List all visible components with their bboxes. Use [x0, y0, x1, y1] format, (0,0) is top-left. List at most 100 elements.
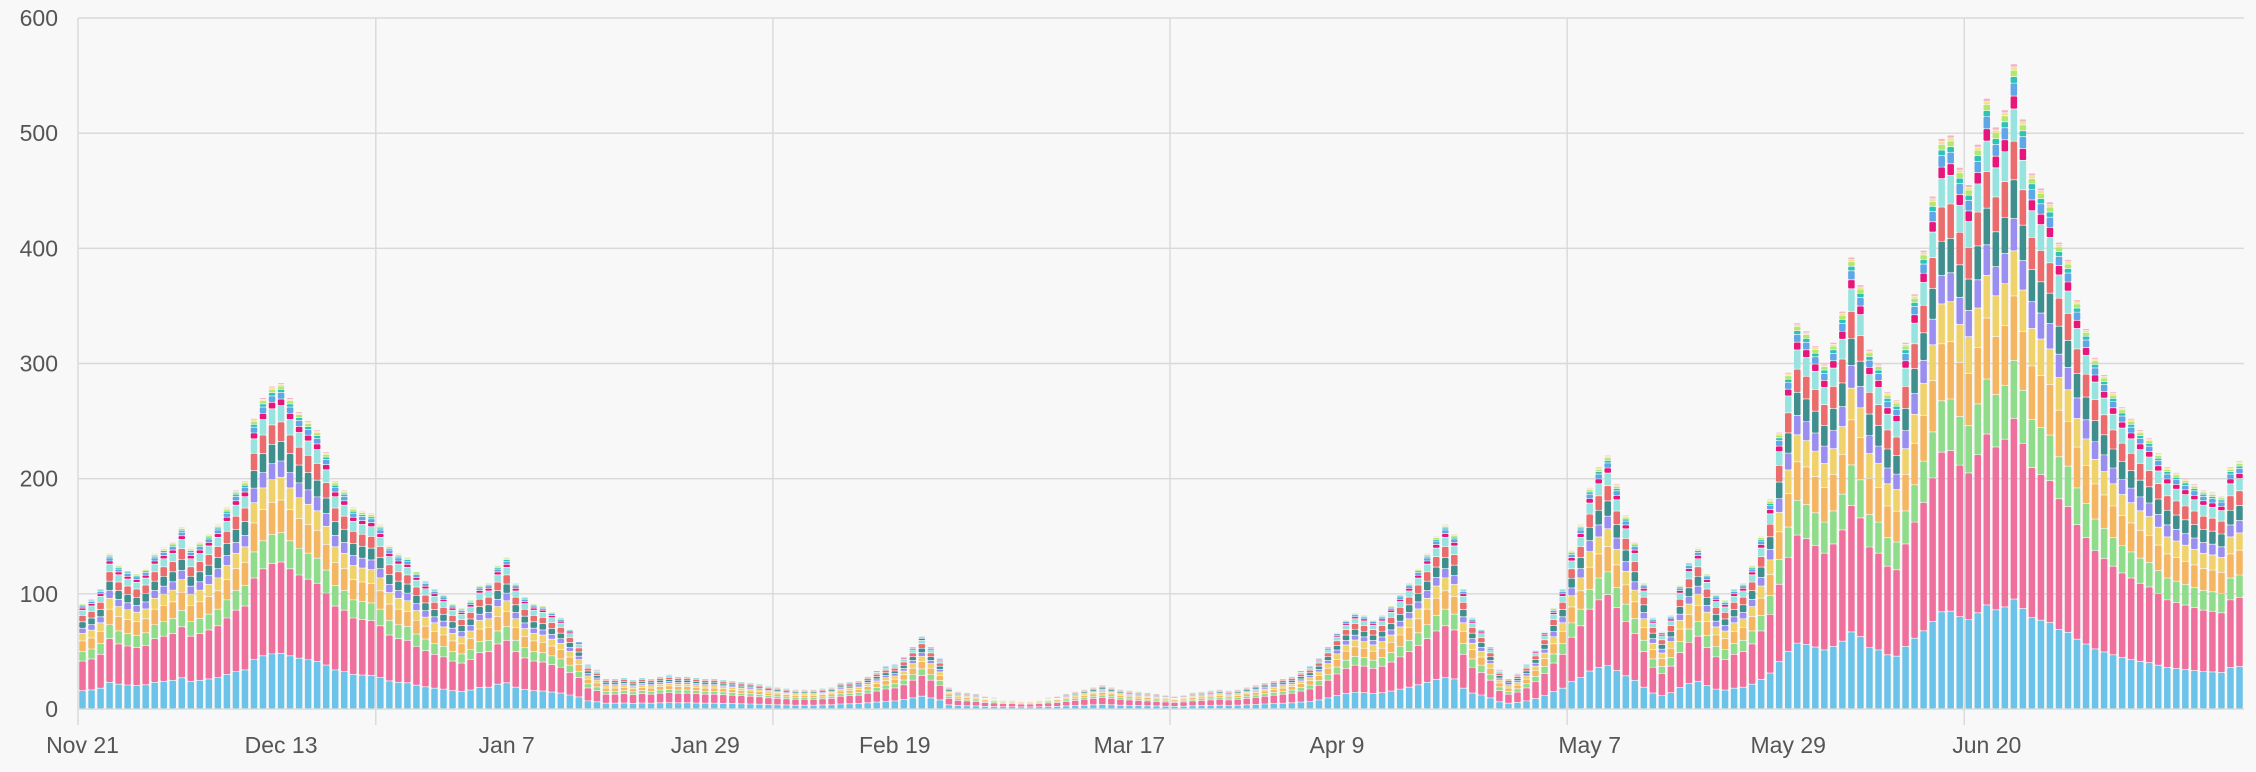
bar-segment: [1072, 705, 1079, 709]
bar-segment: [1324, 657, 1332, 661]
bar-segment: [1153, 706, 1160, 709]
bar-segment: [1577, 578, 1584, 591]
bar-segment: [711, 684, 718, 686]
bar-segment: [530, 608, 538, 610]
bar-segment: [232, 568, 240, 591]
bar-segment: [2109, 484, 2117, 506]
bar-segment: [2164, 479, 2171, 484]
bar-segment: [1162, 700, 1169, 702]
bar-segment: [1839, 323, 1846, 331]
bar-segment: [1848, 338, 1855, 366]
bar-segment: [395, 564, 402, 572]
bar-segment: [1586, 492, 1593, 494]
bar-segment: [1631, 582, 1639, 590]
bar-segment: [792, 690, 799, 692]
bar-segment: [521, 636, 528, 648]
bar-segment: [2136, 444, 2144, 450]
bar-segment: [413, 595, 420, 604]
bar-segment: [1703, 622, 1711, 636]
bar-stack: [2218, 495, 2225, 709]
bar-segment: [1694, 550, 1702, 553]
bar-segment: [1252, 695, 1260, 697]
bar-segment: [331, 483, 339, 485]
bar-segment: [485, 640, 492, 652]
bar-segment: [1523, 701, 1530, 709]
bar-segment: [1279, 679, 1287, 681]
bar-segment: [1911, 414, 1918, 444]
bar-segment: [2028, 419, 2036, 468]
bar-segment: [873, 676, 880, 679]
bar-segment: [1884, 484, 1891, 506]
bar-segment: [313, 661, 321, 709]
bar-segment: [1586, 567, 1593, 589]
bar-segment: [340, 505, 348, 516]
bar-segment: [1812, 389, 1819, 411]
bar-segment: [232, 542, 240, 554]
bar-segment: [1721, 619, 1729, 626]
bar-segment: [1875, 365, 1882, 367]
bar-segment: [286, 569, 294, 656]
bar-segment: [2145, 438, 2153, 440]
bar-segment: [1532, 676, 1539, 682]
bar-segment: [304, 421, 312, 422]
bar-segment: [1378, 666, 1386, 693]
bar-stack: [1198, 691, 1205, 709]
bar-segment: [187, 549, 195, 551]
bar-segment: [2019, 390, 2027, 444]
bar-segment: [1586, 671, 1593, 709]
bar-segment: [611, 686, 619, 688]
bar-segment: [1812, 647, 1819, 709]
bar-segment: [1108, 688, 1115, 690]
bar-segment: [2218, 593, 2225, 613]
bar-segment: [196, 572, 204, 582]
bar-segment: [2037, 193, 2045, 199]
bar-segment: [2100, 375, 2108, 377]
bar-segment: [1414, 609, 1422, 619]
bar-segment: [2010, 296, 2018, 361]
bar-segment: [151, 564, 158, 572]
bar-segment: [1090, 694, 1097, 696]
bar-segment: [2073, 418, 2081, 447]
bar-segment: [2100, 455, 2108, 472]
bar-segment: [1099, 697, 1106, 705]
bar-segment: [1252, 688, 1260, 690]
bar-segment: [747, 691, 754, 694]
bar-segment: [1667, 619, 1675, 621]
bar-segment: [1414, 633, 1422, 646]
bar-segment: [900, 662, 908, 665]
bar-segment: [1586, 552, 1593, 567]
bar-segment: [1234, 692, 1241, 693]
bar-segment: [1920, 255, 1927, 260]
bar-segment: [1469, 667, 1476, 693]
bar-segment: [1766, 505, 1774, 510]
bar-segment: [1757, 679, 1765, 709]
bar-segment: [187, 586, 195, 594]
bar-segment: [1279, 682, 1287, 684]
bar-segment: [1992, 266, 2000, 296]
bar-segment: [1451, 584, 1458, 597]
bar-segment: [1207, 692, 1214, 694]
bar-stack: [214, 524, 222, 709]
bar-segment: [1992, 336, 2000, 395]
bar-segment: [1974, 347, 1982, 404]
bar-segment: [1956, 416, 1963, 465]
bar-segment: [1965, 247, 1972, 279]
bar-segment: [711, 703, 718, 709]
bar-segment: [1938, 275, 1945, 304]
bar-stack: [2091, 357, 2099, 709]
bar-segment: [1396, 601, 1404, 608]
bar-segment: [1703, 612, 1711, 622]
bar-segment: [1739, 619, 1747, 628]
bar-segment: [2200, 501, 2207, 505]
bar-segment: [1333, 667, 1341, 674]
bar-segment: [1405, 687, 1413, 709]
bar-segment: [2109, 398, 2117, 402]
bar-segment: [79, 651, 86, 661]
bar-segment: [701, 680, 709, 682]
bar-segment: [2064, 367, 2072, 390]
bar-segment: [2155, 514, 2162, 527]
bar-stack: [729, 681, 736, 709]
bar-segment: [2037, 620, 2045, 709]
bar-segment: [1442, 546, 1449, 558]
bar-segment: [954, 697, 962, 699]
